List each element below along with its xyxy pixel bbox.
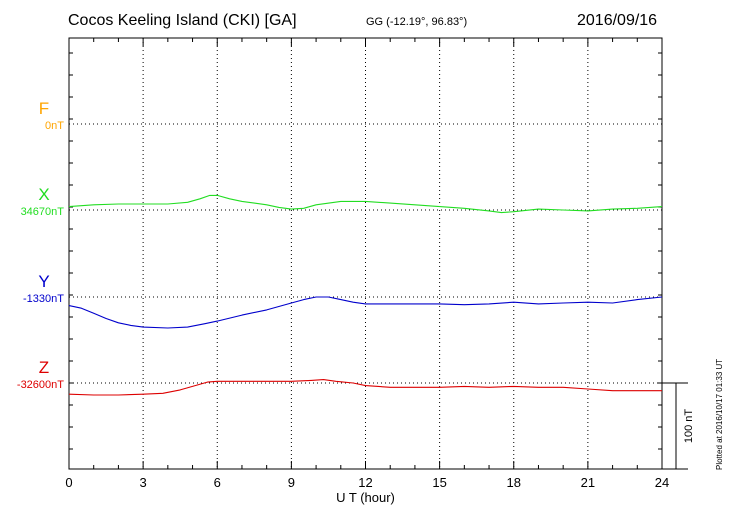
x-tick-label: 3	[140, 475, 147, 490]
station-coordinates: GG (-12.19°, 96.83°)	[366, 16, 468, 28]
chart-date: 2016/09/16	[577, 12, 658, 29]
x-tick-label: 21	[581, 475, 595, 490]
series-line-x	[68, 194, 663, 214]
baseline-label-z: -32600nT	[17, 379, 64, 391]
series-name-y: Y	[38, 272, 49, 291]
x-axis-label: U T (hour)	[336, 490, 395, 505]
chart-title: Cocos Keeling Island (CKI) [GA]	[68, 12, 297, 29]
series-line-z	[68, 379, 662, 396]
x-tick-label: 0	[65, 475, 72, 490]
x-tick-label: 6	[214, 475, 221, 490]
x-tick-label: 15	[432, 475, 446, 490]
series-name-x: X	[38, 185, 49, 204]
plotted-timestamp: Plotted at 2016/10/17 01:33 UT	[715, 358, 724, 470]
x-tick-label: 12	[358, 475, 372, 490]
series-name-f: F	[39, 99, 49, 118]
baseline-label-y: -1330nT	[23, 293, 64, 305]
series-name-z: Z	[39, 358, 49, 377]
series-line-y	[68, 296, 663, 329]
x-tick-label: 24	[655, 475, 669, 490]
x-tick-label: 9	[288, 475, 295, 490]
baseline-label-x: 34670nT	[21, 206, 65, 218]
baseline-label-f: 0nT	[45, 120, 64, 132]
scale-bar-label: 100 nT	[683, 409, 695, 444]
x-tick-label: 18	[507, 475, 521, 490]
